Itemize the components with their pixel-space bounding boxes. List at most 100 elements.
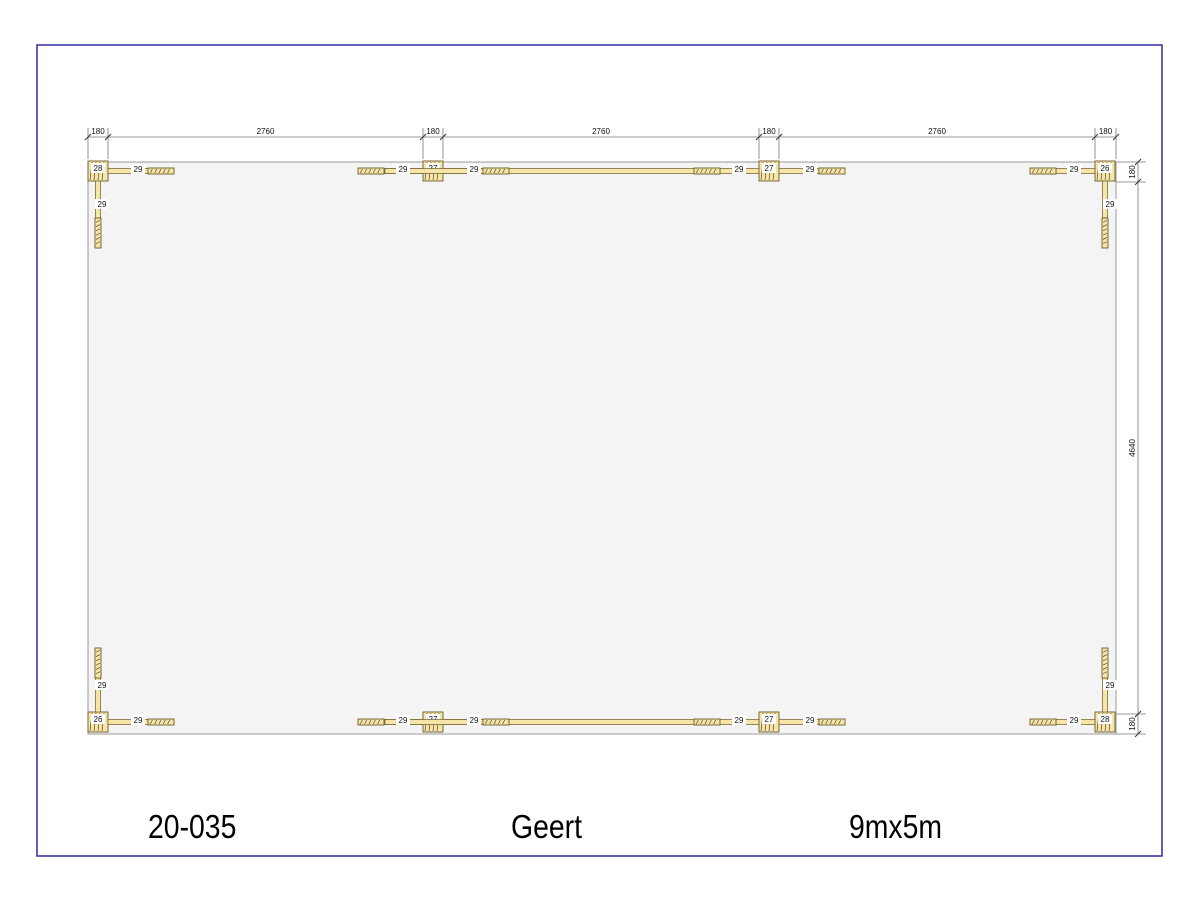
dimension-slash — [1091, 133, 1099, 141]
label-backdrop — [467, 715, 481, 725]
grain-line — [1102, 237, 1108, 240]
grain-line — [377, 719, 380, 725]
grain-line — [1045, 168, 1048, 174]
beam-label: 29 — [735, 165, 744, 174]
beam-bracket — [94, 647, 102, 679]
grain-line — [704, 719, 708, 725]
top-dimension-line: 180 2760 180 2760 180 2760 180 — [84, 127, 1120, 159]
label-backdrop — [762, 163, 776, 173]
grain-line — [498, 168, 501, 174]
dimension-slash — [775, 133, 783, 141]
grain-line — [364, 168, 367, 174]
grain-line — [150, 719, 153, 725]
building-size: 9mx5m — [849, 808, 943, 845]
beam-label: 29 — [98, 681, 107, 690]
grain-line — [1032, 168, 1035, 174]
grain-line — [709, 168, 712, 174]
dimension-label-right: 180 — [1128, 165, 1137, 179]
label-backdrop — [426, 163, 440, 173]
wood-block — [1101, 217, 1109, 249]
label-backdrop — [91, 163, 105, 173]
wood-block — [94, 647, 102, 679]
right-dimension-line: 180 4640 180 — [1116, 158, 1146, 738]
grain-line — [834, 168, 837, 174]
beam-bracket — [1101, 647, 1109, 679]
grain-line — [1102, 654, 1108, 657]
grain-line — [150, 168, 153, 174]
floor-area — [87, 161, 1117, 735]
label-backdrop — [467, 164, 481, 174]
grain-line — [1102, 224, 1108, 227]
dimension-label-top: 2760 — [592, 127, 610, 136]
beam-label: 29 — [399, 716, 408, 725]
dimension-slash — [1134, 710, 1142, 718]
wood-block — [693, 167, 721, 175]
grain-line — [95, 671, 101, 674]
grain-line — [696, 168, 699, 174]
label-backdrop — [762, 714, 776, 724]
grain-line — [154, 168, 157, 174]
dimension-label-top: 180 — [1099, 127, 1113, 136]
wood-block — [147, 718, 175, 726]
grain-line — [167, 719, 170, 725]
beam-label: 29 — [1106, 681, 1115, 690]
middle-post-label: 27 — [765, 164, 774, 173]
wood-block — [1101, 647, 1109, 679]
grain-line — [709, 719, 712, 725]
beam — [384, 168, 760, 174]
client-name: Geert — [511, 808, 582, 845]
beam-label: 29 — [1106, 200, 1115, 209]
grain-line — [1102, 232, 1108, 236]
grain-line — [368, 719, 372, 725]
grain-line — [829, 168, 833, 174]
dimension-slash — [1112, 133, 1120, 141]
grain-line — [158, 168, 162, 174]
grain-line — [1045, 719, 1048, 725]
label-backdrop — [396, 715, 410, 725]
corner-post-top-left-label: 28 — [94, 164, 103, 173]
beam-bracket — [482, 167, 510, 175]
grain-line — [700, 719, 703, 725]
beam-bracket — [482, 718, 510, 726]
grain-line — [158, 719, 162, 725]
grain-line — [95, 654, 101, 657]
label-backdrop — [732, 164, 746, 174]
wood-block — [147, 167, 175, 175]
grain-line — [713, 168, 716, 174]
grain-line — [502, 168, 505, 174]
grain-line — [1040, 719, 1044, 725]
dimension-label-top: 180 — [426, 127, 440, 136]
label-backdrop — [732, 715, 746, 725]
label-backdrop — [1067, 164, 1081, 174]
beam-label: 29 — [134, 165, 143, 174]
grain-line — [825, 168, 828, 174]
corner-post-bottom-right-label: 28 — [1101, 715, 1110, 724]
wood-block — [357, 167, 385, 175]
grain-line — [95, 658, 101, 662]
dimension-label-right: 4640 — [1128, 439, 1137, 457]
beam-label: 29 — [134, 716, 143, 725]
grain-line — [364, 719, 367, 725]
grain-line — [838, 719, 841, 725]
grain-line — [1049, 719, 1052, 725]
grain-line — [838, 168, 841, 174]
wood-block — [693, 718, 721, 726]
grain-line — [95, 228, 101, 232]
beam-label: 29 — [1070, 716, 1079, 725]
grain-line — [1032, 719, 1035, 725]
dimension-slash — [1134, 178, 1142, 186]
grain-line — [1102, 662, 1108, 666]
grain-line — [163, 168, 166, 174]
label-backdrop — [1103, 199, 1117, 209]
middle-post-label: 27 — [765, 715, 774, 724]
beam-label: 29 — [98, 200, 107, 209]
beam-label: 29 — [1070, 165, 1079, 174]
grain-line — [373, 719, 376, 725]
beam-bracket — [1029, 167, 1057, 175]
grain-line — [1036, 719, 1039, 725]
grain-line — [1102, 667, 1108, 670]
dimension-label-top: 180 — [762, 127, 776, 136]
wood-block — [818, 718, 846, 726]
grain-line — [1102, 658, 1108, 662]
